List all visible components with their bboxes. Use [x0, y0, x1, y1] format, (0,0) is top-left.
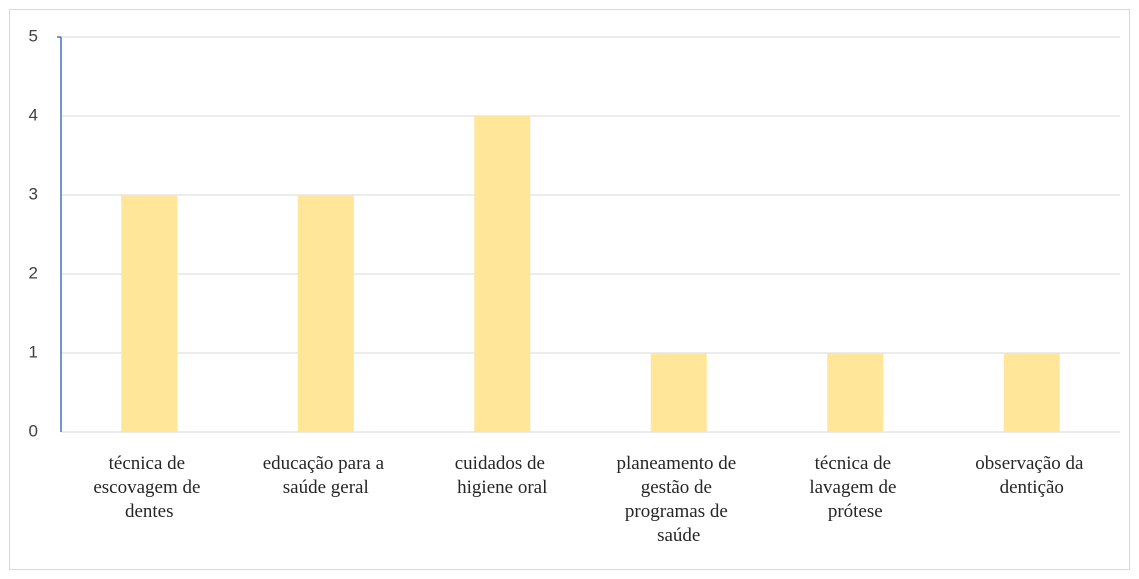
y-tick-label: 5: [29, 26, 38, 45]
y-tick-label: 4: [29, 105, 38, 124]
x-tick-label: técnica de escovagem de dentes: [93, 453, 205, 522]
x-tick-label: planeamento de gestão de programas de sa…: [616, 453, 741, 546]
labels: 0 1 2 3 4 5 técnica de escovagem de dentes educ…: [29, 26, 1089, 546]
grid: [57, 36, 1120, 433]
bar: [1003, 353, 1060, 432]
x-tick-label: observação da dentição: [975, 453, 1088, 498]
bars: [121, 116, 1060, 432]
x-tick-label: técnica de lavagem de prótese: [809, 453, 901, 522]
y-tick-label: 2: [29, 263, 38, 282]
bar: [827, 353, 884, 432]
bar: [474, 116, 531, 432]
y-tick-label: 0: [29, 421, 38, 440]
bar: [297, 195, 354, 432]
x-tick-label: cuidados de higiene oral: [455, 453, 550, 498]
chart-border: [9, 9, 1130, 570]
x-tick-label: educação para a saúde geral: [263, 453, 389, 498]
bar: [121, 195, 178, 432]
y-tick-label: 1: [29, 342, 38, 361]
bar: [650, 353, 707, 432]
y-tick-label: 3: [29, 184, 38, 203]
